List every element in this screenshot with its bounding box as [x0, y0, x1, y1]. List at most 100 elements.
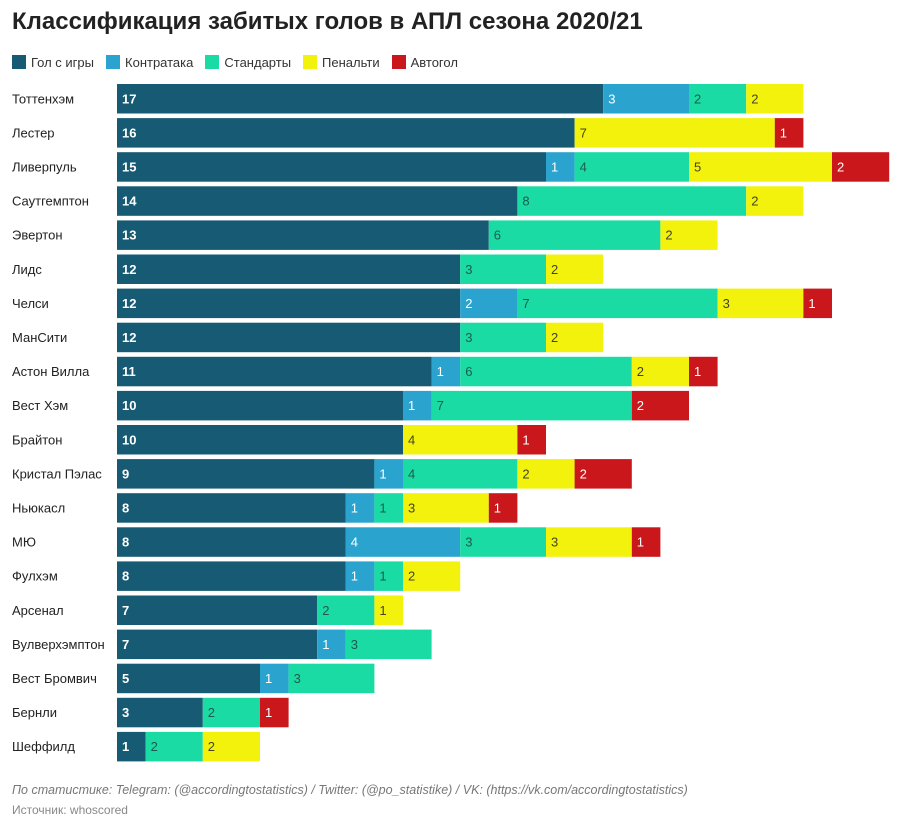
bar-value-label: 8 [522, 194, 529, 209]
bar-value-label: 10 [122, 432, 136, 447]
category-label: Лестер [12, 125, 55, 140]
bar-value-label: 7 [122, 637, 129, 652]
bar-segment-own-goals [631, 390, 689, 421]
category-label: МанСити [12, 330, 67, 345]
bar-segment-counter-attack [345, 493, 375, 523]
category-label: Ливерпуль [12, 159, 77, 174]
bar-value-label: 2 [694, 91, 701, 106]
category-label: МЮ [12, 535, 36, 550]
bar-segment-own-goals [631, 527, 661, 557]
legend-item-counter-attack: Контратака [106, 55, 193, 70]
bar-value-label: 2 [522, 466, 529, 481]
bar-segment-set-pieces [317, 595, 375, 625]
bar-segment-penalties [717, 288, 804, 319]
bar-segment-counter-attack [431, 356, 461, 387]
bar-segment-set-pieces [517, 186, 747, 216]
bar-value-label: 3 [723, 296, 730, 311]
bar-segment-penalties [546, 527, 632, 557]
bar-segment-set-pieces [374, 493, 403, 523]
bar-segment-own-goals [260, 697, 289, 728]
bar-value-label: 12 [122, 262, 136, 277]
category-label: Ньюкасл [12, 500, 65, 515]
bar-segment-open-play [117, 220, 489, 250]
bar-segment-own-goals [803, 288, 832, 319]
bar-value-label: 17 [122, 91, 136, 106]
category-label: Лидс [12, 262, 42, 277]
bar-value-label: 12 [122, 296, 136, 311]
bar-segment-set-pieces [488, 220, 661, 250]
bar-value-label: 1 [351, 500, 358, 515]
category-label: Арсенал [12, 603, 64, 618]
bar-segment-penalties [631, 356, 689, 387]
bar-segment-open-play [117, 629, 318, 660]
bar-value-label: 2 [551, 262, 558, 277]
bar-value-label: 4 [580, 159, 587, 174]
bar-segment-penalties [546, 322, 604, 353]
bar-value-label: 3 [465, 262, 472, 277]
bar-segment-open-play [117, 152, 546, 182]
bar-value-label: 2 [465, 296, 472, 311]
bar-segment-counter-attack [603, 84, 689, 114]
bar-value-label: 1 [551, 159, 558, 174]
bar-segment-penalties [689, 152, 832, 182]
bar-value-label: 6 [494, 228, 501, 243]
legend: Гол с игры Контратака Стандарты Пенальти… [12, 54, 470, 70]
bar-value-label: 10 [122, 398, 136, 413]
footer-source: Источник: whoscored [12, 803, 128, 817]
bar-value-label: 1 [637, 535, 644, 550]
bar-value-label: 6 [465, 364, 472, 379]
bar-segment-set-pieces [517, 288, 718, 319]
footer-note: По статистике: Telegram: (@accordingtost… [12, 783, 688, 797]
bar-value-label: 5 [694, 159, 701, 174]
legend-swatch-open-play [12, 55, 26, 69]
bar-segment-open-play [117, 493, 346, 523]
bar-value-label: 3 [465, 535, 472, 550]
bar-value-label: 1 [265, 705, 272, 720]
bar-value-label: 2 [208, 705, 215, 720]
bar-segment-open-play [117, 595, 318, 625]
bar-value-label: 1 [379, 500, 386, 515]
bar-value-label: 1 [522, 432, 529, 447]
bar-value-label: 2 [580, 466, 587, 481]
bar-segment-set-pieces [374, 561, 403, 591]
bar-value-label: 2 [637, 364, 644, 379]
bar-value-label: 2 [751, 194, 758, 209]
bar-segment-penalties [202, 731, 260, 762]
bar-segment-set-pieces [403, 459, 518, 489]
bar-value-label: 8 [122, 569, 129, 584]
bar-segment-own-goals [689, 356, 718, 387]
bar-segment-own-goals [517, 425, 546, 455]
bar-value-label: 4 [408, 466, 415, 481]
bar-segment-counter-attack [374, 459, 403, 489]
bar-value-label: 1 [122, 739, 129, 754]
bar-segment-open-play [117, 84, 604, 114]
bar-value-label: 1 [694, 364, 701, 379]
bar-value-label: 1 [808, 296, 815, 311]
bar-value-label: 1 [322, 637, 329, 652]
bar-value-label: 1 [494, 500, 501, 515]
category-label: Эвертон [12, 228, 63, 243]
bar-segment-own-goals [574, 459, 632, 489]
bar-value-label: 8 [122, 535, 129, 550]
bar-segment-set-pieces [202, 697, 260, 728]
bar-value-label: 2 [551, 330, 558, 345]
category-label: Саутгемптон [12, 194, 89, 209]
bar-value-label: 2 [665, 228, 672, 243]
bar-value-label: 7 [437, 398, 444, 413]
legend-label-penalties: Пенальти [322, 54, 380, 70]
bar-value-label: 3 [294, 671, 301, 686]
bar-value-label: 3 [608, 91, 615, 106]
bar-segment-penalties [546, 254, 604, 284]
bar-segment-own-goals [488, 493, 518, 523]
bar-segment-penalties [403, 561, 461, 591]
bar-value-label: 7 [580, 125, 587, 140]
bar-value-label: 3 [408, 500, 415, 515]
bar-segment-counter-attack [403, 390, 432, 421]
bar-value-label: 3 [122, 705, 129, 720]
bar-segment-open-play [117, 663, 260, 694]
bar-segment-counter-attack [260, 663, 289, 694]
bar-value-label: 1 [379, 466, 386, 481]
category-label: Фулхэм [12, 569, 58, 584]
legend-swatch-counter-attack [106, 55, 121, 69]
